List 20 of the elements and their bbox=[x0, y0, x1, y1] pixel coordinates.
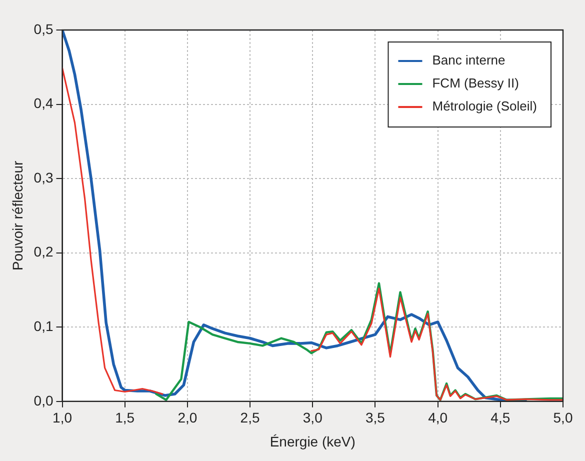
x-tick-label: 4,5 bbox=[490, 410, 510, 426]
x-tick-label: 1,5 bbox=[115, 410, 135, 426]
x-tick-label: 3,0 bbox=[302, 410, 323, 426]
legend-label: Banc interne bbox=[432, 52, 506, 68]
y-tick-label: 0,4 bbox=[34, 95, 54, 112]
y-tick-label: 0,3 bbox=[34, 169, 54, 186]
x-tick-label: 5,0 bbox=[553, 410, 573, 426]
x-tick-label: 2,5 bbox=[240, 410, 260, 426]
legend-label: Métrologie (Soleil) bbox=[432, 98, 538, 114]
x-axis-title: Énergie (keV) bbox=[270, 433, 356, 450]
y-tick-label: 0,5 bbox=[34, 20, 54, 37]
y-tick-label: 0,0 bbox=[34, 392, 54, 408]
y-tick-label: 0,1 bbox=[34, 318, 54, 334]
x-tick-label: 4,0 bbox=[428, 410, 448, 426]
legend-label: FCM (Bessy II) bbox=[432, 76, 519, 91]
x-tick-label: 3,5 bbox=[365, 410, 386, 426]
x-tick-label: 1,0 bbox=[52, 410, 72, 426]
y-axis-title: Pouvoir réflecteur bbox=[9, 160, 26, 271]
y-tick-label: 0,2 bbox=[34, 244, 54, 260]
x-tick-label: 2,0 bbox=[178, 410, 198, 426]
